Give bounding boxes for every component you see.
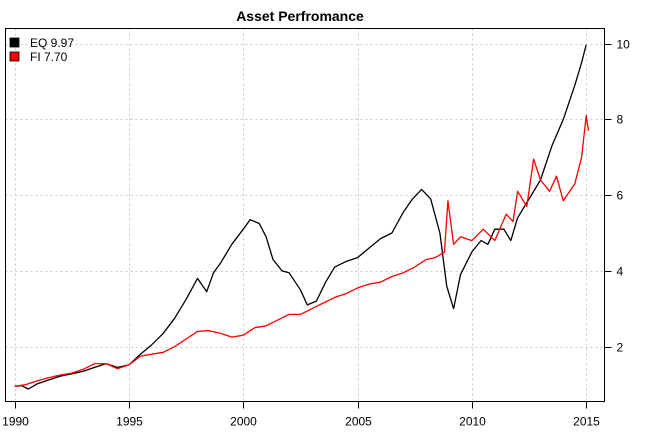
legend-label: FI 7.70 [30, 50, 68, 64]
x-tick-label: 1995 [116, 415, 143, 429]
series-lines [14, 44, 590, 390]
series-line-fi [14, 114, 590, 388]
y-tick-label: 4 [617, 265, 624, 279]
series-line-eq [14, 44, 587, 390]
x-tick-label: 2000 [230, 415, 257, 429]
y-tick-label: 10 [617, 38, 631, 52]
chart-title: Asset Perfromance [236, 8, 364, 24]
legend-label: EQ 9.97 [30, 36, 74, 50]
x-tick-label: 2005 [345, 415, 372, 429]
x-tick-label: 1990 [2, 415, 29, 429]
grid [5, 28, 605, 402]
y-tick-label: 8 [617, 113, 624, 127]
legend-swatch [9, 51, 20, 62]
y-tick-label: 6 [617, 189, 624, 203]
y-tick-label: 2 [617, 341, 624, 355]
x-tick-label: 2010 [459, 415, 486, 429]
legend-swatch [9, 37, 20, 48]
x-tick-label: 2015 [573, 415, 600, 429]
plot-frame [5, 28, 605, 402]
axes: 1990 1995 2000 2005 2010 2015 2 4 6 8 10 [2, 38, 630, 429]
